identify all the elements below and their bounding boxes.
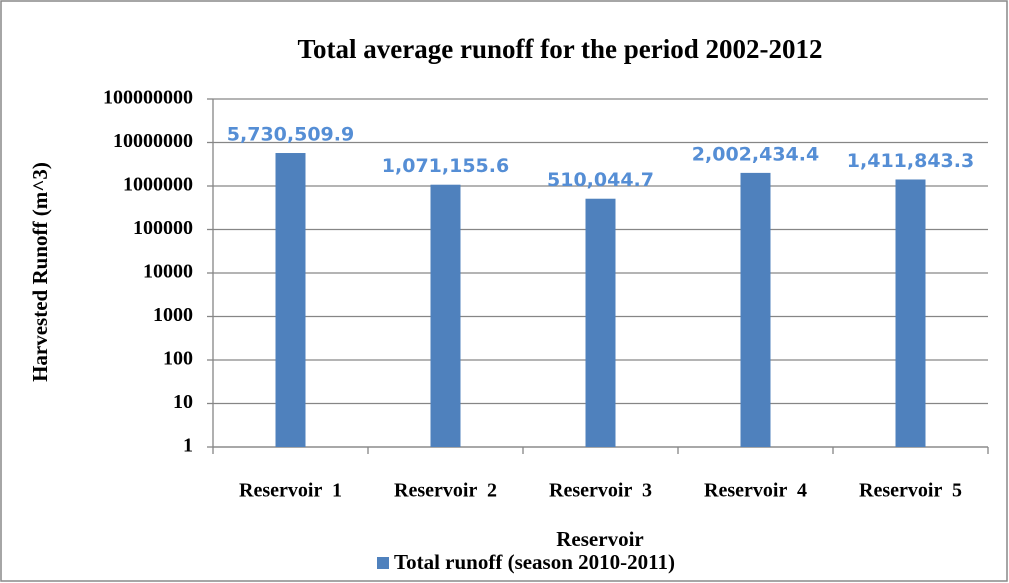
y-tick-label: 100 <box>163 348 193 370</box>
bar <box>740 172 771 448</box>
data-label: 1,411,843.3 <box>847 150 974 172</box>
y-tick-label: 10 <box>173 391 193 413</box>
chart-title: Total average runoff for the period 2002… <box>298 34 823 64</box>
x-tick-label: Reservoir 4 <box>704 480 807 502</box>
x-tick-label: Reservoir 5 <box>859 480 962 502</box>
data-label: 5,730,509.9 <box>227 124 354 146</box>
x-axis-title: Reservoir <box>556 527 643 551</box>
y-tick-label: 100000 <box>133 217 193 239</box>
y-tick-label: 10000000 <box>113 130 193 152</box>
x-tick-label: Reservoir 1 <box>239 480 342 502</box>
y-tick-label: 1000000 <box>123 174 193 196</box>
bar <box>430 184 461 447</box>
bar <box>585 198 616 447</box>
y-tick-label: 1 <box>183 435 193 457</box>
y-axis-title: Harvested Runoff (m^3) <box>28 162 52 382</box>
data-label: 1,071,155.6 <box>382 155 509 177</box>
data-label: 510,044.7 <box>547 169 654 191</box>
x-tick-label: Reservoir 3 <box>549 480 652 502</box>
y-tick-label: 100000000 <box>103 87 193 109</box>
y-tick-label: 10000 <box>143 261 193 283</box>
legend-swatch <box>377 557 389 569</box>
bar <box>895 179 926 447</box>
legend-label: Total runoff (season 2010-2011) <box>394 550 675 574</box>
bar <box>275 153 306 447</box>
x-tick-label: Reservoir 2 <box>394 480 497 502</box>
data-label: 2,002,434.4 <box>692 143 819 165</box>
y-tick-label: 1000 <box>153 304 193 326</box>
